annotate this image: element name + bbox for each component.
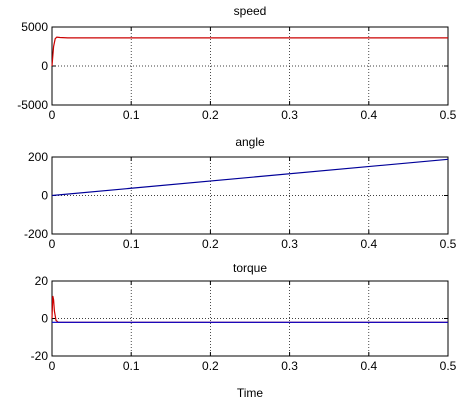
y-tick-label: 5000 <box>21 20 48 34</box>
y-tick-label: 20 <box>35 274 49 288</box>
gridlines <box>52 157 448 234</box>
series-line <box>51 158 449 197</box>
x-tick-label: 0 <box>49 237 56 251</box>
series-group <box>51 36 448 67</box>
x-tick-label: 0.2 <box>202 108 219 122</box>
tick-marks <box>51 156 449 235</box>
subplot-title: angle <box>235 135 265 149</box>
y-tick-label: -20 <box>31 349 49 363</box>
torque-subplot: torque 0 0.1 0.2 0.3 0.4 0.5 -20 0 20 Ti… <box>31 261 457 400</box>
x-axis-label: Time <box>237 386 264 400</box>
y-tick-label: 0 <box>41 312 48 326</box>
y-tick-label: -5000 <box>17 98 48 112</box>
series-group <box>51 158 449 197</box>
gridlines <box>52 281 448 356</box>
x-tick-labels: 0 0.1 0.2 0.3 0.4 0.5 <box>49 237 457 251</box>
subplot-title: speed <box>234 4 267 18</box>
x-tick-label: 0.4 <box>360 237 377 251</box>
x-tick-label: 0 <box>49 108 56 122</box>
x-tick-label: 0 <box>49 359 56 373</box>
series-line <box>51 36 448 67</box>
x-tick-label: 0.3 <box>281 359 298 373</box>
x-tick-label: 0.1 <box>123 359 140 373</box>
y-tick-labels: -5000 0 5000 <box>17 20 48 112</box>
x-tick-label: 0.5 <box>440 108 457 122</box>
x-tick-label: 0.3 <box>281 237 298 251</box>
x-tick-label: 0.2 <box>202 359 219 373</box>
x-tick-label: 0.4 <box>360 108 377 122</box>
y-tick-labels: -200 0 200 <box>24 150 48 241</box>
y-tick-label: -200 <box>24 227 48 241</box>
y-tick-label: 0 <box>41 189 48 203</box>
x-tick-labels: 0 0.1 0.2 0.3 0.4 0.5 <box>49 108 457 122</box>
x-tick-label: 0.1 <box>123 108 140 122</box>
y-tick-label: 0 <box>41 59 48 73</box>
tick-marks <box>51 26 449 106</box>
angle-subplot: angle 0 0.1 0.2 0.3 0.4 0.5 -200 0 200 <box>24 135 457 251</box>
x-tick-label: 0.1 <box>123 237 140 251</box>
x-tick-label: 0.3 <box>281 108 298 122</box>
x-tick-label: 0.5 <box>440 237 457 251</box>
x-tick-label: 0.4 <box>360 359 377 373</box>
subplot-title: torque <box>233 261 267 275</box>
tick-marks <box>51 280 449 357</box>
gridlines <box>52 27 448 105</box>
series-group <box>51 295 448 323</box>
x-tick-labels: 0 0.1 0.2 0.3 0.4 0.5 <box>49 359 457 373</box>
y-tick-labels: -20 0 20 <box>31 274 49 363</box>
y-tick-label: 200 <box>28 150 48 164</box>
x-tick-label: 0.5 <box>440 359 457 373</box>
speed-subplot: speed 0 0.1 0.2 0.3 0.4 0.5 -5000 0 5000 <box>17 4 456 122</box>
x-tick-label: 0.2 <box>202 237 219 251</box>
